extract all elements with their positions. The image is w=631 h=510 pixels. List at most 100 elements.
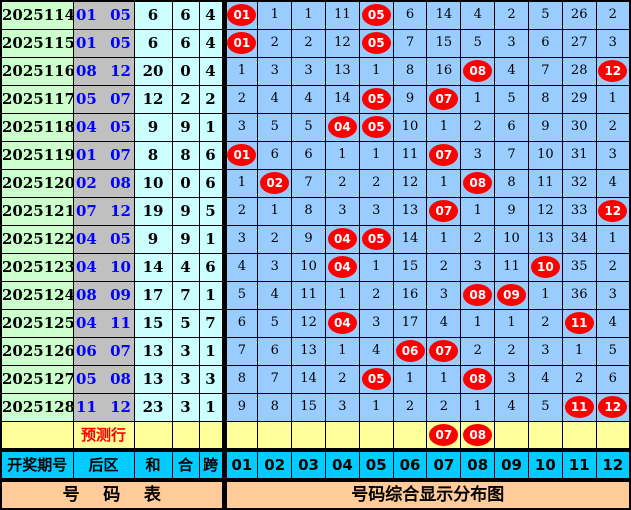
sum-cell: 19: [133, 196, 173, 226]
miss-cell: 3: [494, 364, 529, 394]
combine-cell: 2: [171, 84, 200, 114]
drawn-number-ball: 06: [395, 339, 425, 362]
miss-cell: 3: [460, 140, 496, 170]
drawn-number-ball: 05: [361, 227, 391, 250]
miss-cell: 1: [595, 84, 631, 114]
miss-cell: 4: [595, 168, 631, 198]
prediction-miss-cell: [561, 420, 597, 450]
chart-row: 2025123 04 10 14 4 6 4 3 10 04 1 15 2 3 11 10 35 2: [0, 252, 631, 282]
sum-cell: 9: [133, 112, 173, 142]
period-cell: 2025122: [0, 224, 74, 254]
col-header-number-09: 09: [494, 447, 529, 482]
drawn-number-ball: 07: [429, 199, 459, 222]
backzone-cell: 05 08: [72, 364, 135, 394]
miss-cell: 12: [392, 168, 428, 198]
sum-cell: 8: [133, 140, 173, 170]
miss-cell: 3: [257, 252, 293, 282]
miss-cell: 34: [561, 224, 597, 254]
col-header-number-08: 08: [460, 447, 496, 482]
drawn-number-ball: 05: [361, 31, 391, 54]
col-header-number-10: 10: [527, 447, 563, 482]
chart-row: 2025124 08 09 17 7 1 5 4 11 1 2 16 3 08 09 1 36 3: [0, 280, 631, 310]
miss-cell: 1: [460, 84, 496, 114]
miss-cell: 10: [494, 224, 529, 254]
miss-cell: 12: [324, 28, 360, 58]
backzone-cell: 08 09: [72, 280, 135, 310]
prediction-miss-cell: [324, 420, 360, 450]
miss-cell: 1: [291, 0, 326, 30]
span-cell: 5: [198, 196, 225, 226]
miss-cell: 12: [595, 392, 631, 422]
miss-cell: 1: [595, 224, 631, 254]
chart-row: 2025121 07 12 19 9 5 2 1 8 3 3 13 07 1 9 12 33 12: [0, 196, 631, 226]
miss-cell: 2: [257, 224, 293, 254]
miss-cell: 1: [426, 224, 462, 254]
chart-row: 2025128 11 12 23 3 1 9 8 15 3 1 2 2 1 4 5 11 12: [0, 392, 631, 422]
miss-cell: 1: [460, 308, 496, 338]
period-cell: 2025118: [0, 112, 74, 142]
miss-cell: 11: [527, 168, 563, 198]
combine-cell: 8: [171, 140, 200, 170]
period-cell: 2025123: [0, 252, 74, 282]
period-cell: 2025125: [0, 308, 74, 338]
miss-cell: 4: [595, 308, 631, 338]
miss-cell: 12: [595, 196, 631, 226]
miss-cell: 07: [426, 196, 462, 226]
miss-cell: 13: [324, 56, 360, 86]
miss-cell: 5: [257, 308, 293, 338]
drawn-number-ball: 09: [497, 283, 527, 306]
miss-cell: 3: [527, 336, 563, 366]
drawn-number-ball: 12: [598, 199, 628, 222]
span-cell: 1: [198, 112, 225, 142]
combine-cell: 6: [171, 28, 200, 58]
chart-row: 2025125 04 11 15 5 7 6 5 12 04 3 17 4 1 1 2 11 4: [0, 308, 631, 338]
sum-cell: 10: [133, 168, 173, 198]
miss-cell: 28: [561, 56, 597, 86]
backzone-cell: 01 05: [72, 28, 135, 58]
miss-cell: 17: [392, 308, 428, 338]
span-cell: 4: [198, 56, 225, 86]
period-cell: 2025127: [0, 364, 74, 394]
miss-cell: 1: [221, 168, 259, 198]
chart-row: 2025114 01 05 6 6 4 01 1 1 11 05 6 14 4 2 5 26 2: [0, 0, 631, 30]
miss-cell: 1: [426, 112, 462, 142]
backzone-cell: 06 07: [72, 336, 135, 366]
drawn-number-ball: 04: [327, 227, 357, 250]
sum-cell: 12: [133, 84, 173, 114]
miss-cell: 2: [595, 252, 631, 282]
miss-cell: 07: [426, 84, 462, 114]
miss-cell: 12: [595, 56, 631, 86]
drawn-number-ball: 08: [463, 367, 493, 390]
miss-cell: 1: [460, 392, 496, 422]
miss-cell: 7: [392, 28, 428, 58]
miss-cell: 11: [324, 0, 360, 30]
miss-cell: 1: [358, 392, 394, 422]
miss-cell: 9: [527, 112, 563, 142]
col-header-number-05: 05: [358, 447, 394, 482]
miss-cell: 27: [561, 28, 597, 58]
miss-cell: 13: [392, 196, 428, 226]
miss-cell: 14: [392, 224, 428, 254]
miss-cell: 6: [257, 336, 293, 366]
miss-cell: 05: [358, 224, 394, 254]
miss-cell: 6: [527, 28, 563, 58]
miss-cell: 1: [561, 336, 597, 366]
sum-cell: 9: [133, 224, 173, 254]
period-cell: 2025114: [0, 0, 74, 30]
miss-cell: 3: [291, 56, 326, 86]
chart-row: 2025116 08 12 20 0 4 1 3 3 13 1 8 16 08 4 7 28 12: [0, 56, 631, 86]
chart-row: 2025117 05 07 12 2 2 2 4 4 14 05 9 07 1 5 8 29 1: [0, 84, 631, 114]
miss-cell: 2: [460, 112, 496, 142]
miss-cell: 12: [291, 308, 326, 338]
miss-cell: 6: [221, 308, 259, 338]
miss-cell: 1: [527, 280, 563, 310]
miss-cell: 05: [358, 28, 394, 58]
miss-cell: 04: [324, 224, 360, 254]
miss-cell: 4: [494, 392, 529, 422]
miss-cell: 14: [324, 84, 360, 114]
miss-cell: 2: [257, 28, 293, 58]
chart-row: 2025126 06 07 13 3 1 7 6 13 1 4 06 07 2 2 3 1 5: [0, 336, 631, 366]
sum-cell: 23: [133, 392, 173, 422]
prediction-miss-cell: [392, 420, 428, 450]
